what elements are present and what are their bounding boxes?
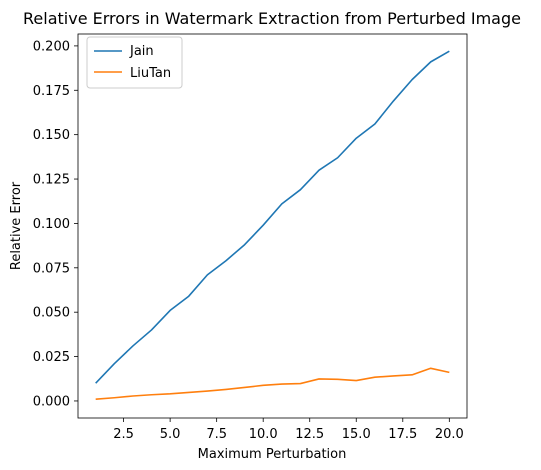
x-tick-label: 5.0 — [160, 427, 181, 442]
x-tick-label: 2.5 — [113, 427, 134, 442]
x-tick-label: 10.0 — [249, 427, 278, 442]
legend: Jain LiuTan — [87, 37, 182, 88]
legend-label-liutan: LiuTan — [130, 66, 171, 81]
y-tick-label: 0.050 — [33, 306, 70, 321]
x-tick-label: 20.0 — [435, 427, 464, 442]
legend-label-jain: Jain — [129, 44, 154, 59]
y-tick-label: 0.175 — [33, 84, 70, 99]
y-tick-label: 0.100 — [33, 217, 70, 232]
y-tick-label: 0.200 — [33, 39, 70, 54]
x-axis-title: Maximum Perturbation — [198, 447, 347, 462]
x-tick-label: 15.0 — [342, 427, 371, 442]
y-tick-label: 0.150 — [33, 128, 70, 143]
y-tick-label: 0.125 — [33, 173, 70, 188]
chart-title: Relative Errors in Watermark Extraction … — [23, 9, 521, 28]
y-tick-label: 0.000 — [33, 394, 70, 409]
y-tick-label: 0.075 — [33, 261, 70, 276]
y-axis-title: Relative Error — [9, 181, 24, 270]
x-tick-label: 12.5 — [295, 427, 324, 442]
y-tick-label: 0.025 — [33, 350, 70, 365]
x-tick-label: 17.5 — [388, 427, 417, 442]
x-tick-label: 7.5 — [206, 427, 227, 442]
